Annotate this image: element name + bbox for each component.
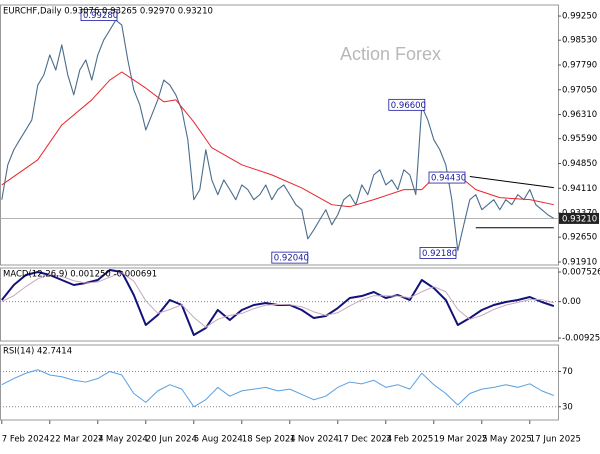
series-line [1, 71, 554, 208]
x-tick-label: 22 Mar 2024 [50, 435, 104, 445]
series-line [1, 269, 555, 336]
price-annotation: 0.92040 [274, 254, 309, 264]
panel-title: MACD(12,26,9) 0.001250 -0.000691 [3, 270, 157, 280]
panel-title: EURCHF,Daily 0.93076 0.93265 0.92970 0.9… [3, 7, 213, 17]
price-annotation: 0.99280 [83, 11, 118, 21]
y-tick-label: 30 [562, 402, 573, 412]
x-tick-label: 7 Feb 2024 [2, 435, 50, 445]
x-tick-label: 1 Nov 2024 [290, 435, 339, 445]
price-annotation-box [388, 98, 426, 111]
y-tick-label: 0.99250 [562, 12, 597, 22]
panel-frame [0, 4, 559, 266]
price-annotation: 0.92180 [422, 249, 457, 259]
y-tick-label: 0.98530 [562, 36, 597, 46]
price-annotation: 0.96600 [391, 101, 426, 111]
series-line [1, 19, 555, 252]
price-annotation-box [419, 247, 457, 259]
x-tick-label: 3 Feb 2025 [386, 435, 434, 445]
price-annotation-box [428, 171, 466, 184]
current-price-label: 0.93210 [562, 214, 597, 224]
panel-title: RSI(14) 42.7414 [3, 347, 72, 357]
panel-frame [0, 344, 559, 421]
y-tick-label: 0.96310 [562, 110, 597, 120]
y-tick-label: 0.94850 [562, 159, 597, 169]
x-tick-label: 5 Aug 2024 [194, 435, 243, 445]
price-annotation-box [80, 9, 118, 21]
panel-frame [0, 267, 559, 342]
x-tick-label: 17 Dec 2024 [338, 435, 392, 445]
x-tick-label: 7 May 2024 [98, 435, 148, 445]
watermark: Action Forex [340, 44, 441, 64]
x-tick-label: 18 Sep 2024 [242, 435, 296, 445]
y-tick-label: 0.007526 [562, 267, 600, 277]
x-tick-label: 19 Mar 2025 [434, 435, 488, 445]
series-line [1, 271, 554, 328]
series-line [469, 176, 554, 189]
y-tick-label: 0.95590 [562, 134, 597, 144]
y-tick-label: -0.009252 [562, 334, 600, 344]
y-tick-label: 70 [562, 367, 573, 377]
y-tick-label: 0.97050 [562, 85, 597, 95]
current-price-tag [559, 212, 599, 224]
y-tick-label: 0.00 [562, 297, 581, 307]
x-tick-label: 20 Jun 2024 [146, 435, 197, 445]
x-tick-label: 17 Jun 2025 [530, 435, 581, 445]
price-annotation: 0.94430 [431, 174, 466, 184]
y-tick-label: 0.94110 [562, 184, 597, 194]
y-tick-label: 0.92650 [562, 233, 597, 243]
y-tick-label: 0.97790 [562, 60, 597, 70]
y-tick-label: 0.91910 [562, 257, 597, 267]
x-tick-label: 2 May 2025 [482, 435, 532, 445]
price-annotation-box [271, 251, 309, 264]
series-line [1, 369, 554, 408]
